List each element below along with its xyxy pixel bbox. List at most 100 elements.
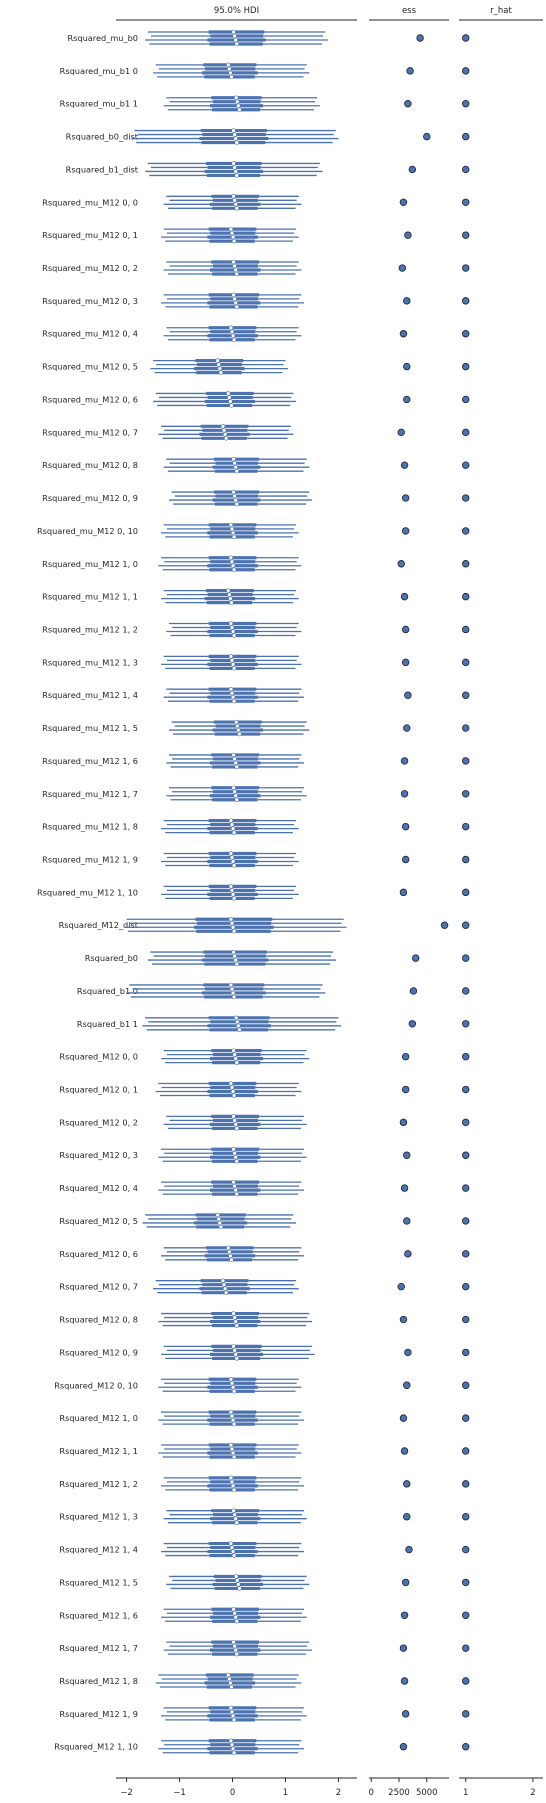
row-label: Rsquared_mu_M12 1, 6 <box>42 756 138 766</box>
row-label: Rsquared_mu_M12 1, 1 <box>42 592 138 602</box>
rhat-point <box>462 1447 470 1455</box>
median-point <box>231 994 237 1000</box>
forest-row <box>166 621 302 638</box>
median-point <box>232 493 237 499</box>
median-point <box>231 1179 236 1185</box>
row-label: Rsquared_M12 1, 2 <box>59 1479 138 1489</box>
forest-row <box>163 259 302 277</box>
row-label: Rsquared_M12 1, 3 <box>59 1512 138 1522</box>
median-point <box>226 391 231 396</box>
ess-point <box>401 1052 410 1061</box>
median-point <box>234 271 239 277</box>
median-point <box>235 99 240 104</box>
median-point <box>227 1249 232 1255</box>
rhat-point <box>462 165 470 174</box>
ess-point <box>408 165 417 174</box>
median-point <box>237 1586 242 1591</box>
median-point <box>236 727 241 733</box>
forest-row <box>158 1311 312 1328</box>
row-label: Rsquared_mu_b1 1 <box>60 99 138 109</box>
rhat-point <box>462 1381 470 1389</box>
median-point <box>228 70 233 76</box>
rhat-point <box>462 461 470 469</box>
rhat-point <box>462 921 470 929</box>
rhat-x-tick-label: 2 <box>530 1788 535 1798</box>
median-point <box>222 1286 228 1291</box>
median-point <box>228 325 234 330</box>
median-point <box>234 1323 239 1328</box>
median-point <box>229 1545 235 1550</box>
median-point <box>234 764 239 770</box>
row-label: Rsquared_M12 1, 1 <box>59 1446 138 1456</box>
median-point <box>232 296 237 302</box>
median-point <box>227 592 232 597</box>
forest-row <box>161 1344 315 1361</box>
forest-row <box>126 982 326 1000</box>
median-point <box>231 456 236 462</box>
median-point <box>228 621 234 626</box>
median-point <box>228 555 234 560</box>
median-point <box>229 600 234 605</box>
hdi-x-tick-label: 1 <box>283 1788 288 1798</box>
median-point <box>221 1282 227 1287</box>
median-point <box>230 1713 236 1719</box>
rhat-point <box>462 132 470 141</box>
row-label: Rsquared_M12 1, 6 <box>59 1610 138 1620</box>
rhat-point <box>462 494 470 502</box>
median-point <box>216 1216 221 1222</box>
median-point <box>233 497 238 503</box>
median-point <box>228 1541 234 1546</box>
ess-point <box>401 1578 410 1587</box>
median-point <box>218 1224 224 1230</box>
row-label: Rsquared_b0 <box>85 953 138 963</box>
median-point <box>233 300 238 306</box>
row-label: Rsquared_M12 1, 10 <box>54 1742 138 1752</box>
ess-point <box>409 987 418 995</box>
median-point <box>234 501 239 507</box>
forest-row <box>158 1147 307 1164</box>
forest-row <box>161 226 299 244</box>
ess-point <box>403 395 411 404</box>
row-label: Rsquared_b1_dist <box>66 164 139 174</box>
median-point <box>227 66 232 72</box>
forest-row <box>145 29 328 47</box>
median-point <box>233 267 238 273</box>
median-point <box>230 1746 236 1751</box>
median-point <box>229 559 235 564</box>
median-point <box>231 666 237 671</box>
median-point <box>226 588 231 593</box>
median-point <box>228 654 234 659</box>
ess-point <box>399 888 408 897</box>
median-point <box>229 822 235 827</box>
median-point <box>232 1151 237 1156</box>
ess-point <box>399 1743 408 1751</box>
median-point <box>228 522 234 528</box>
median-point <box>234 173 239 178</box>
rhat-point <box>462 888 470 897</box>
forest-row <box>161 1475 305 1493</box>
median-point <box>228 1377 234 1382</box>
ess-point <box>404 1250 412 1258</box>
ess-point <box>403 1151 411 1159</box>
ess-point <box>401 658 410 667</box>
ess-point <box>397 560 405 568</box>
ess-point <box>404 1348 412 1357</box>
row-label: Rsquared_M12 0, 6 <box>59 1249 138 1259</box>
median-point <box>218 370 224 375</box>
row-label: Rsquared_mu_M12 0, 8 <box>42 460 138 470</box>
median-point <box>232 263 237 269</box>
rhat-point <box>462 1282 470 1291</box>
ess-point <box>398 264 407 272</box>
median-point <box>216 362 221 367</box>
median-point <box>236 1023 241 1029</box>
median-point <box>229 74 234 80</box>
forest-row <box>163 325 302 342</box>
ess-point <box>406 67 414 75</box>
forest-row <box>142 1015 342 1033</box>
row-label: Rsquared_mu_M12 0, 4 <box>42 329 138 339</box>
median-point <box>231 1344 236 1349</box>
median-point <box>234 1356 239 1361</box>
median-point <box>231 29 236 35</box>
forest-row <box>158 424 294 441</box>
row-label: Rsquared_mu_M12 0, 7 <box>42 427 138 437</box>
